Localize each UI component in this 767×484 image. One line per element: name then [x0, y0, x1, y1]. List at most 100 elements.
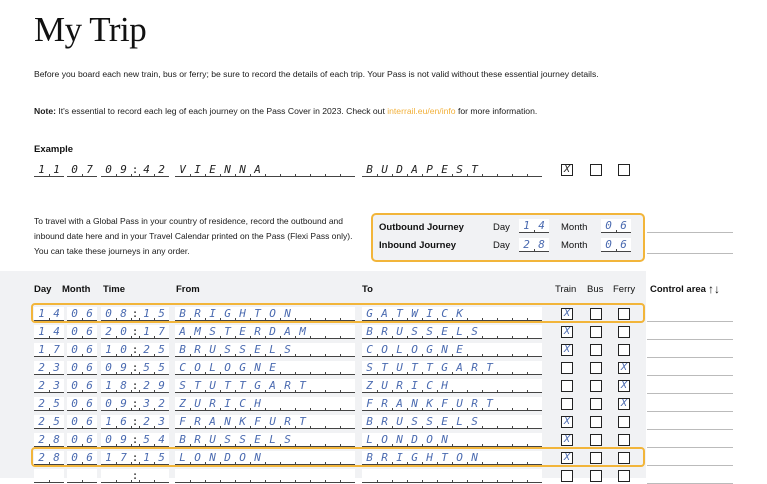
- control-line[interactable]: [647, 357, 733, 358]
- ferry-checkbox[interactable]: [618, 416, 630, 428]
- train-checkbox[interactable]: [561, 398, 573, 410]
- train-checkbox[interactable]: X: [561, 452, 573, 464]
- train-checkbox[interactable]: X: [561, 326, 573, 338]
- ferry-checkbox[interactable]: [618, 470, 630, 482]
- control-line[interactable]: [647, 232, 733, 233]
- train-checkbox[interactable]: X: [561, 164, 573, 176]
- control-line[interactable]: [647, 339, 733, 340]
- sort-icon[interactable]: ↑↓: [707, 282, 720, 296]
- train-checkbox[interactable]: X: [561, 416, 573, 428]
- control-line[interactable]: [647, 253, 733, 254]
- train-checkbox[interactable]: X: [561, 434, 573, 446]
- control-line[interactable]: [647, 375, 733, 376]
- bus-checkbox[interactable]: [590, 164, 602, 176]
- day-field[interactable]: [34, 469, 64, 483]
- control-line[interactable]: [647, 321, 733, 322]
- bus-checkbox[interactable]: [590, 452, 602, 464]
- bus-checkbox[interactable]: [590, 344, 602, 356]
- train-checkbox[interactable]: [561, 362, 573, 374]
- ferry-checkbox[interactable]: [618, 344, 630, 356]
- ferry-checkbox[interactable]: X: [618, 398, 630, 410]
- ferry-checkbox[interactable]: [618, 452, 630, 464]
- control-line[interactable]: [647, 465, 733, 466]
- bus-checkbox[interactable]: [590, 362, 602, 374]
- train-checkbox[interactable]: X: [561, 308, 573, 320]
- info-link[interactable]: interrail.eu/en/info: [387, 106, 456, 116]
- time-field[interactable]: :: [101, 469, 169, 483]
- bus-checkbox[interactable]: [590, 434, 602, 446]
- control-line[interactable]: [647, 393, 733, 394]
- ferry-checkbox[interactable]: [618, 164, 630, 176]
- control-line[interactable]: [647, 447, 733, 448]
- train-checkbox[interactable]: X: [561, 344, 573, 356]
- train-checkbox[interactable]: [561, 470, 573, 482]
- month-field[interactable]: [67, 469, 97, 483]
- bus-checkbox[interactable]: [590, 308, 602, 320]
- ferry-checkbox[interactable]: X: [618, 362, 630, 374]
- ferry-checkbox[interactable]: [618, 434, 630, 446]
- train-checkbox[interactable]: [561, 380, 573, 392]
- bus-checkbox[interactable]: [590, 398, 602, 410]
- ferry-checkbox[interactable]: [618, 326, 630, 338]
- bus-checkbox[interactable]: [590, 470, 602, 482]
- bus-checkbox[interactable]: [590, 416, 602, 428]
- bus-checkbox[interactable]: [590, 380, 602, 392]
- bus-checkbox[interactable]: [590, 326, 602, 338]
- control-line[interactable]: [647, 429, 733, 430]
- from-field[interactable]: [175, 469, 355, 483]
- control-line[interactable]: [647, 411, 733, 412]
- to-field[interactable]: [362, 469, 542, 483]
